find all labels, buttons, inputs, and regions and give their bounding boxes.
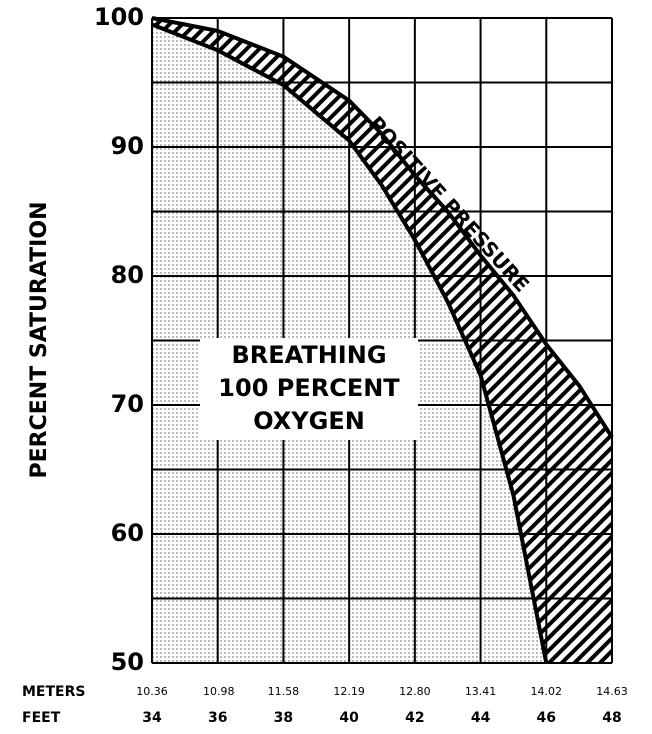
x2-tick-label: 10.98 — [203, 685, 235, 698]
y-tick-label: 70 — [111, 390, 144, 418]
x-tick-label: 46 — [537, 710, 556, 726]
x2-tick-label: 12.19 — [333, 685, 365, 698]
x-tick-label: 34 — [142, 710, 162, 726]
curve — [151, 16, 614, 439]
x2-tick-label: 12.80 — [399, 685, 431, 698]
y-axis-label: PERCENT SATURATION — [27, 202, 52, 479]
x-tick-label: 44 — [471, 710, 491, 726]
y-tick-label: 100 — [94, 3, 144, 31]
x2-tick-label: 14.63 — [596, 685, 628, 698]
x-axis-label: FEET — [22, 710, 61, 726]
y-tick-label: 50 — [111, 648, 144, 676]
annotation: 100 PERCENT — [218, 374, 400, 402]
annotation: BREATHING — [231, 341, 386, 369]
x2-axis-label: METERS — [22, 684, 85, 700]
annotation-box — [200, 338, 418, 440]
x2-tick-label: 11.58 — [268, 685, 300, 698]
x2-tick-label: 13.41 — [465, 685, 497, 698]
x2-tick-label: 14.02 — [531, 685, 563, 698]
x-tick-label: 36 — [208, 710, 227, 726]
curve — [151, 22, 549, 664]
x-tick-label: 40 — [339, 710, 359, 726]
x-tick-label: 42 — [405, 710, 424, 726]
annotation: OXYGEN — [253, 407, 365, 435]
x-tick-label: 48 — [602, 710, 621, 726]
x2-tick-label: 10.36 — [136, 685, 168, 698]
y-tick-label: 90 — [111, 132, 144, 160]
y-tick-label: 60 — [111, 519, 144, 547]
x-tick-label: 38 — [274, 710, 293, 726]
y-tick-label: 80 — [111, 261, 144, 289]
